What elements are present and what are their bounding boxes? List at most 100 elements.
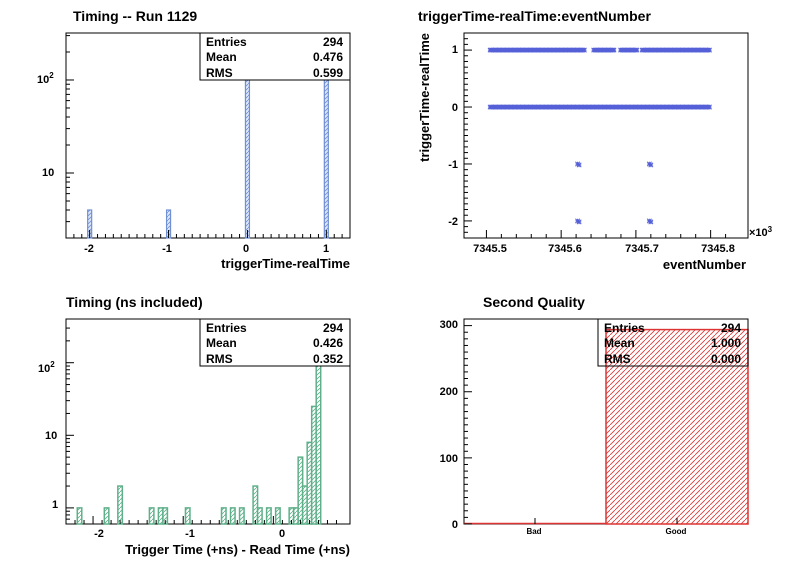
axes-1 [66, 35, 343, 239]
y-axis-label-2: triggerTime-realTime [417, 33, 432, 162]
y-tick-label: 300 [440, 319, 458, 331]
x-tick-labels-3: -2 -1 0 [94, 528, 285, 540]
scatter-point [648, 162, 654, 168]
y-tick-label: -2 [448, 216, 458, 228]
plot-frame-2 [463, 32, 749, 239]
stats-entries-label: Entries [206, 35, 247, 49]
x-tick-label: 7345.8 [701, 243, 735, 255]
stats-rms-label: RMS [604, 352, 631, 366]
histogram-bar [229, 507, 236, 525]
y-tick-label-3-100: 102 [38, 360, 55, 375]
x-tick-labels-1: -2 -1 0 1 [84, 243, 329, 255]
axes-2 [464, 38, 727, 238]
y-tick-label: 1 [452, 44, 458, 56]
histogram-bar [274, 507, 281, 525]
y-tick-label: 100 [440, 453, 458, 465]
scatter-point [634, 47, 640, 53]
stats-entries-value: 294 [323, 35, 343, 49]
bars-4 [464, 328, 749, 525]
x-tick-label: 7345.5 [473, 243, 507, 255]
chart-title-2: triggerTime-realTime:eventNumber [418, 8, 651, 24]
x-tick-label: -2 [94, 528, 104, 540]
panel-second-quality: Second Quality 0 100 200 300 Bad Good En… [440, 294, 749, 536]
axes-3 [66, 318, 337, 525]
stats-entries-label: Entries [206, 321, 247, 335]
category-label-bad: Bad [526, 527, 541, 536]
histogram-bar [238, 507, 245, 525]
histogram-bar [256, 507, 263, 525]
panel-timing-ns: Timing (ns included) 1 10 102 -2 -1 0 Tr… [38, 294, 351, 557]
stats-mean-value: 0.476 [313, 50, 343, 64]
multiplier-exponent: 3 [768, 225, 773, 234]
x-tick-label: 7345.6 [548, 243, 582, 255]
stats-mean-label: Mean [206, 336, 237, 350]
stats-box-frame [199, 32, 351, 81]
stats-box-1: Entries 294 Mean 0.476 RMS 0.599 [199, 32, 351, 81]
histogram-bar [117, 485, 124, 525]
panel-timing-run: Timing -- Run 1129 10 102 -2 -1 0 1 trig… [37, 8, 351, 271]
stats-rms-value: 0.599 [313, 66, 343, 80]
y-tick-label-1-100: 102 [37, 71, 54, 86]
stats-mean-label: Mean [206, 50, 237, 64]
x-tick-label: -1 [185, 528, 195, 540]
y-tick-label-3-10: 10 [45, 430, 57, 442]
y-tick-labels-4: 0 100 200 300 [440, 319, 458, 531]
stats-entries-label: Entries [604, 321, 645, 335]
axes-4 [464, 325, 678, 525]
chart-title-3: Timing (ns included) [66, 294, 203, 310]
stats-rms-label: RMS [206, 352, 233, 366]
stats-mean-value: 0.426 [313, 336, 343, 350]
y-tick-exponent-2: 2 [50, 360, 55, 369]
stats-box-4: Entries 294 Mean 1.000 RMS 0.000 [597, 318, 749, 367]
panel-scatter: triggerTime-realTime:eventNumber 1 0 -1 … [417, 8, 773, 272]
chart-title-4: Second Quality [483, 294, 585, 310]
y-tick-label: 200 [440, 386, 458, 398]
x-axis-multiplier: ×103 [749, 225, 773, 239]
histogram-bar [148, 507, 155, 525]
y-tick-exponent-2: 2 [49, 71, 54, 80]
bars-3 [76, 343, 322, 525]
y-tick-base-10: 10 [37, 74, 49, 86]
stats-mean-value: 1.000 [711, 336, 741, 350]
x-tick-labels-2: 7345.5 7345.6 7345.7 7345.8 [473, 243, 735, 255]
x-tick-label: -2 [84, 243, 94, 255]
y-tick-labels-2: 1 0 -1 -2 [448, 44, 458, 228]
histogram-bar [315, 343, 322, 525]
x-tick-label: 7345.7 [625, 243, 659, 255]
scatter-point [648, 219, 654, 225]
stats-rms-value: 0.352 [313, 352, 343, 366]
histogram-bar [103, 507, 110, 525]
histogram-bar [323, 64, 329, 239]
y-tick-label: -1 [448, 159, 458, 171]
stats-box-frame [597, 318, 749, 367]
scatter-point [576, 162, 582, 168]
histogram-bar [265, 507, 272, 525]
category-label-good: Good [666, 527, 687, 536]
stats-rms-label: RMS [206, 66, 233, 80]
x-tick-label: -1 [162, 243, 172, 255]
y-tick-label-1-10: 10 [42, 167, 54, 179]
x-tick-label: 0 [243, 243, 249, 255]
stats-box-frame [199, 318, 351, 367]
scatter-point [706, 47, 712, 53]
x-tick-label: 0 [279, 528, 285, 540]
y-tick-label: 0 [452, 519, 458, 531]
scatter-points [487, 47, 712, 225]
x-tick-label: 1 [323, 243, 329, 255]
y-tick-label-3-1: 1 [52, 499, 58, 511]
x-axis-label-3: Trigger Time (+ns) - Read Time (+ns) [125, 542, 350, 557]
scatter-point [706, 104, 712, 110]
stats-entries-value: 294 [323, 321, 343, 335]
bars-1 [87, 64, 329, 239]
stats-mean-label: Mean [604, 336, 635, 350]
x-axis-label-2: eventNumber [663, 257, 746, 272]
category-bar [605, 328, 749, 525]
histogram-bar [76, 507, 83, 525]
chart-title-1: Timing -- Run 1129 [73, 8, 197, 24]
histogram-bar [184, 507, 191, 525]
stats-entries-value: 294 [721, 321, 741, 335]
x-axis-label-1: triggerTime-realTime [221, 256, 350, 271]
scatter-point [611, 47, 617, 53]
y-tick-label: 0 [452, 102, 458, 114]
